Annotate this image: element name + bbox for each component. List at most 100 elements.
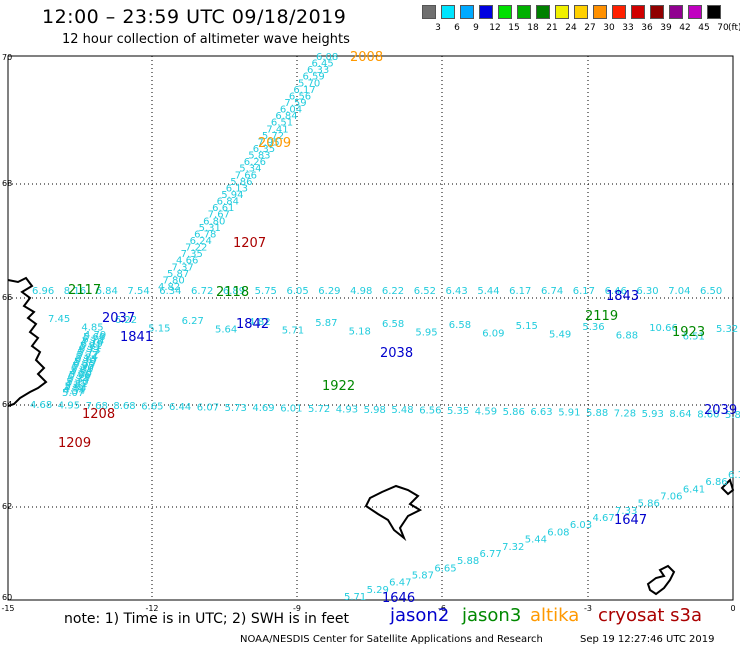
swh-value: 6.17 bbox=[573, 286, 595, 297]
colorbar-label: 42 bbox=[679, 23, 691, 33]
swh-value: 7.59 bbox=[284, 98, 306, 109]
track-label-2038: 2038 bbox=[380, 346, 413, 361]
track-label-2009: 2009 bbox=[258, 136, 291, 151]
swh-value: 7.68 bbox=[86, 401, 108, 412]
track-label-1842: 1842 bbox=[236, 317, 269, 332]
swh-value: 6.29 bbox=[318, 286, 340, 297]
lat-tick-label: 64 bbox=[2, 400, 12, 409]
swh-value: 6.52 bbox=[414, 286, 436, 297]
swh-value: 5.87 bbox=[725, 410, 740, 421]
swh-value: 6.13 bbox=[226, 183, 248, 194]
swh-value: 5.91 bbox=[558, 408, 580, 419]
swh-value: 4.82 bbox=[248, 317, 270, 328]
swh-value: 6.08 bbox=[316, 52, 338, 63]
colorbar-swatch bbox=[498, 5, 512, 19]
swh-value: 6.30 bbox=[636, 286, 658, 297]
colorbar-swatch bbox=[593, 5, 607, 19]
track-label-2039: 2039 bbox=[704, 403, 737, 418]
swh-value: 4.50 bbox=[64, 384, 86, 395]
colorbar-label: 9 bbox=[473, 23, 479, 33]
swh-value: 5.95 bbox=[415, 328, 437, 339]
swh-value: 5.95 bbox=[72, 361, 94, 372]
swh-value: 7.45 bbox=[48, 314, 70, 325]
swh-value: 6.03 bbox=[570, 520, 592, 531]
track-label-1647: 1647 bbox=[614, 513, 647, 528]
colorbar-label: 24 bbox=[565, 23, 577, 33]
faroe-islands-coastline bbox=[364, 484, 423, 542]
swh-value: 7.41 bbox=[266, 124, 288, 135]
swh-value: 4.59 bbox=[475, 406, 497, 417]
swh-value: 5.87 bbox=[412, 570, 434, 581]
colorbar-label: 36 bbox=[641, 23, 653, 33]
swh-value: 6.19 bbox=[81, 339, 103, 350]
swh-value: 5.35 bbox=[447, 406, 469, 417]
swh-value: 6.33 bbox=[307, 65, 329, 76]
swh-value: 5.36 bbox=[582, 322, 604, 333]
swh-value: 5.87 bbox=[167, 269, 189, 280]
colorbar-swatch bbox=[422, 5, 436, 19]
colorbar-swatch bbox=[612, 5, 626, 19]
lat-tick-label: 68 bbox=[2, 179, 12, 188]
colorbar-swatch bbox=[460, 5, 474, 19]
colorbar-label: 6 bbox=[454, 23, 460, 33]
lat-tick-label: 66 bbox=[2, 293, 12, 302]
swh-value: 5.68 bbox=[83, 332, 105, 343]
swh-value: 5.88 bbox=[586, 408, 608, 419]
swh-value: 6.07 bbox=[197, 402, 219, 413]
swh-value: 6.11 bbox=[79, 343, 101, 354]
swh-value: 6.74 bbox=[541, 286, 563, 297]
track-label-1923: 1923 bbox=[672, 325, 705, 340]
swh-value: 7.10 bbox=[81, 337, 103, 348]
colorbar-swatch bbox=[688, 5, 702, 19]
swh-value: 6.84 bbox=[217, 197, 239, 208]
swh-value: 6.41 bbox=[683, 484, 705, 495]
swh-value: 4.98 bbox=[350, 286, 372, 297]
swh-value: 5.75 bbox=[255, 286, 277, 297]
swh-value: 5.34 bbox=[239, 164, 261, 175]
swh-value: 6.50 bbox=[700, 286, 722, 297]
swh-value: 6.24 bbox=[190, 236, 212, 247]
swh-value: 4.82 bbox=[65, 379, 87, 390]
swh-value: 5.18 bbox=[349, 327, 371, 338]
swh-value: 5.29 bbox=[68, 372, 90, 383]
swh-value: 5.10 bbox=[66, 377, 88, 388]
swh-value: 6.17 bbox=[293, 85, 315, 96]
swh-value: 5.94 bbox=[221, 190, 243, 201]
track-label-1208: 1208 bbox=[82, 407, 115, 422]
swh-value: 6.89 bbox=[223, 286, 245, 297]
swh-value: 7.04 bbox=[668, 286, 690, 297]
coast-fragment bbox=[720, 478, 735, 496]
iceland-coastline bbox=[7, 276, 48, 407]
colorbar-swatch bbox=[536, 5, 550, 19]
swh-value: 4.68 bbox=[30, 400, 52, 411]
swh-value: 6.61 bbox=[212, 203, 234, 214]
swh-value: 5.49 bbox=[549, 330, 571, 341]
swh-value: 6.51 bbox=[683, 332, 705, 343]
swh-value: 5.44 bbox=[477, 286, 499, 297]
swh-value: 5.84 bbox=[76, 352, 98, 363]
swh-value: 6.65 bbox=[434, 563, 456, 574]
swh-value: 5.64 bbox=[215, 325, 237, 336]
swh-value: 5.81 bbox=[80, 341, 102, 352]
swh-value: 6.59 bbox=[302, 72, 324, 83]
swh-value: 6.58 bbox=[449, 320, 471, 331]
swh-value: 5.31 bbox=[199, 223, 221, 234]
swh-value: 6.77 bbox=[480, 549, 502, 560]
track-label-2119: 2119 bbox=[585, 309, 618, 324]
colorbar-unit: (ft) bbox=[728, 23, 740, 33]
swh-value: 6.45 bbox=[311, 59, 333, 70]
swh-value: 5.71 bbox=[282, 326, 304, 337]
swh-value: 5.87 bbox=[315, 318, 337, 329]
swh-value: 5.72 bbox=[262, 131, 284, 142]
colorbar-swatch bbox=[479, 5, 493, 19]
swh-value: 6.17 bbox=[509, 286, 531, 297]
track-label-1843: 1843 bbox=[606, 289, 639, 304]
swh-value: 6.96 bbox=[32, 286, 54, 297]
swh-value: 6.26 bbox=[244, 157, 266, 168]
swh-value: 4.54 bbox=[63, 386, 85, 397]
swh-value: 5.86 bbox=[503, 407, 525, 418]
swh-value: 5.73 bbox=[78, 346, 100, 357]
swh-value: 6.08 bbox=[547, 527, 569, 538]
swh-value: 7.06 bbox=[660, 492, 682, 503]
